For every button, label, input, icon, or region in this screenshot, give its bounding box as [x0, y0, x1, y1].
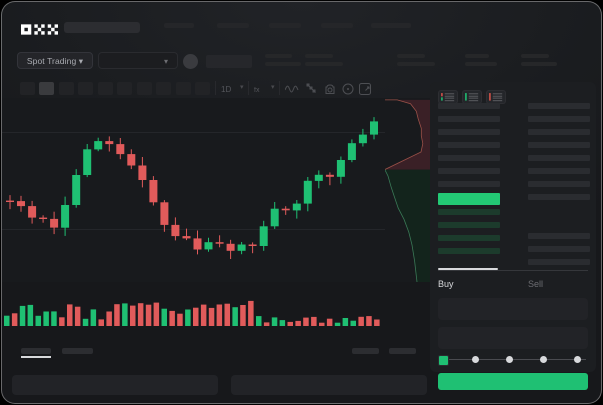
- svg-text:1D: 1D: [221, 85, 231, 93]
- svg-text:fx: fx: [254, 87, 260, 93]
